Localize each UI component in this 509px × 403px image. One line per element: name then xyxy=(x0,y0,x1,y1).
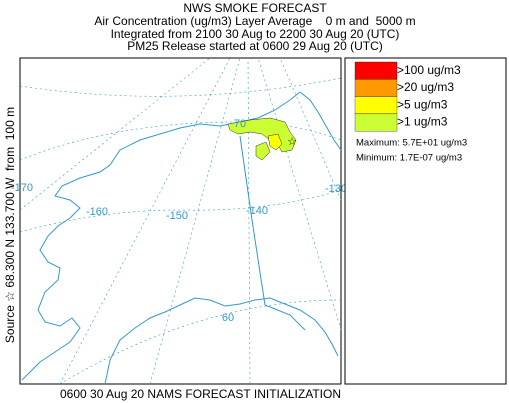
border xyxy=(264,304,306,331)
coastline xyxy=(104,297,339,385)
subtitle: Integrated from 2100 30 Aug to 2200 30 A… xyxy=(111,27,400,41)
legend-swatch xyxy=(354,113,398,132)
legend-swatch xyxy=(354,61,398,80)
smoke-plume xyxy=(255,141,271,161)
meridian xyxy=(279,57,342,201)
graticule-label: -140 xyxy=(246,205,268,217)
subtitle: PM25 Release started at 0600 29 Aug 20 (… xyxy=(127,39,382,53)
parallel xyxy=(19,121,342,161)
title: NWS SMOKE FORECAST xyxy=(183,1,327,15)
meridian xyxy=(247,57,251,385)
meridian xyxy=(59,57,231,385)
subtitle: Air Concentration (ug/m3) Layer Average … xyxy=(94,14,415,28)
legend-label: >20 ug/m3 xyxy=(397,80,454,94)
parallel xyxy=(19,77,342,97)
graticule-label: 60 xyxy=(222,312,234,324)
source-label: Source ☆ 68.300 N 133.700 W from 100 m xyxy=(3,107,17,343)
legend-swatch xyxy=(354,96,398,115)
parallel xyxy=(19,189,342,233)
meridian xyxy=(19,57,211,211)
maximum: Maximum: 5.7E+01 ug/m3 xyxy=(356,138,467,149)
legend-label: >5 ug/m3 xyxy=(397,97,448,111)
parallel xyxy=(59,299,342,385)
legend-label: >1 ug/m3 xyxy=(397,115,448,129)
coastline xyxy=(299,91,342,151)
coastline xyxy=(21,91,301,381)
minimum: Minimum: 1.7E-07 ug/m3 xyxy=(356,153,462,164)
legend-label: >100 ug/m3 xyxy=(397,63,461,77)
legend-swatch xyxy=(354,79,398,97)
source-star: ☆ xyxy=(287,136,297,148)
graticule-label: 70 xyxy=(234,118,246,130)
map: ☆ xyxy=(19,57,342,385)
footer: 0600 30 Aug 20 NAMS FORECAST INITIALIZAT… xyxy=(60,387,341,401)
border xyxy=(239,135,266,306)
meridian xyxy=(149,57,241,385)
graticule-label: -160 xyxy=(86,206,108,218)
graticule-label: -170 xyxy=(11,182,33,194)
graticule-label: -150 xyxy=(166,210,188,222)
map-frame xyxy=(19,57,342,385)
meridian xyxy=(257,57,342,331)
legend: >100 ug/m3 >20 ug/m3 >5 ug/m3 >1 ug/m3 xyxy=(354,61,461,132)
smoke-plume xyxy=(267,133,283,151)
graticule-label: -130 xyxy=(325,183,347,195)
